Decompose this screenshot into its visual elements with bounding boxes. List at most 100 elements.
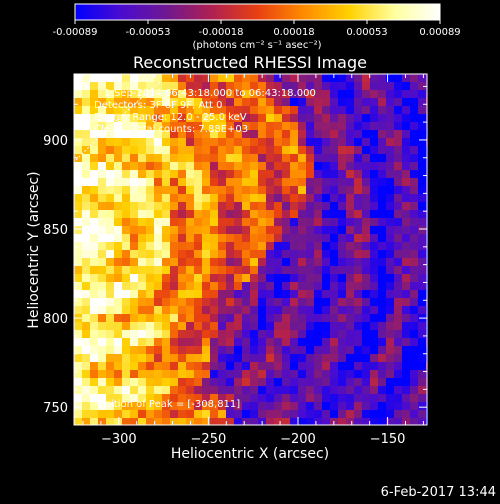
- heatmap-cell: [370, 90, 379, 99]
- heatmap-cell: [242, 322, 251, 331]
- heatmap-cell: [346, 82, 355, 91]
- heatmap-cell: [362, 314, 371, 323]
- heatmap-cell: [226, 370, 235, 379]
- heatmap-cell: [162, 250, 171, 259]
- heatmap-cell: [162, 162, 171, 171]
- heatmap-cell: [74, 178, 83, 187]
- heatmap-cell: [162, 226, 171, 235]
- heatmap-cell: [162, 242, 171, 251]
- heatmap-cell: [402, 274, 411, 283]
- heatmap-cell: [250, 386, 259, 395]
- heatmap-cell: [394, 314, 403, 323]
- heatmap-cell: [234, 330, 243, 339]
- heatmap-cell: [378, 346, 387, 355]
- heatmap-cell: [306, 338, 315, 347]
- heatmap-cell: [298, 330, 307, 339]
- heatmap-cell: [90, 210, 99, 219]
- heatmap-cell: [154, 154, 163, 163]
- heatmap-cell: [242, 394, 251, 403]
- heatmap-cell: [322, 170, 331, 179]
- heatmap-cell: [378, 370, 387, 379]
- heatmap-cell: [370, 306, 379, 315]
- heatmap-cell: [306, 410, 315, 419]
- heatmap-cell: [330, 146, 339, 155]
- heatmap-cell: [210, 362, 219, 371]
- heatmap-cell: [178, 378, 187, 387]
- heatmap-cell: [98, 298, 107, 307]
- heatmap-cell: [234, 290, 243, 299]
- heatmap-cell: [354, 330, 363, 339]
- heatmap-cell: [306, 250, 315, 259]
- heatmap-cell: [98, 378, 107, 387]
- heatmap-cell: [322, 306, 331, 315]
- heatmap-cell: [218, 218, 227, 227]
- heatmap-cell: [242, 154, 251, 163]
- heatmap-cell: [178, 322, 187, 331]
- heatmap-cell: [394, 346, 403, 355]
- heatmap-cell: [418, 226, 427, 235]
- heatmap-cell: [106, 322, 115, 331]
- heatmap-cell: [346, 122, 355, 131]
- heatmap-cell: [362, 98, 371, 107]
- heatmap-cell: [322, 202, 331, 211]
- heatmap-cell: [410, 218, 419, 227]
- heatmap-cell: [306, 330, 315, 339]
- heatmap-cell: [170, 226, 179, 235]
- heatmap-cell: [290, 282, 299, 291]
- heatmap-cell: [234, 394, 243, 403]
- heatmap-cell: [178, 250, 187, 259]
- heatmap-cell: [106, 106, 115, 115]
- heatmap-cell: [218, 338, 227, 347]
- heatmap-cell: [82, 282, 91, 291]
- heatmap-cell: [210, 226, 219, 235]
- heatmap-cell: [138, 282, 147, 291]
- heatmap-cell: [322, 74, 331, 83]
- heatmap-cell: [386, 226, 395, 235]
- colorbar-tick-label: -0.00053: [126, 27, 171, 38]
- heatmap-cell: [74, 106, 83, 115]
- heatmap-cell: [258, 210, 267, 219]
- heatmap-cell: [82, 402, 91, 411]
- heatmap-cell: [410, 258, 419, 267]
- heatmap-cell: [106, 418, 115, 425]
- heatmap-cell: [378, 394, 387, 403]
- heatmap-cell: [362, 106, 371, 115]
- colorbar-unit-label: (photons cm⁻² s⁻¹ asec⁻²): [192, 40, 321, 51]
- heatmap-cell: [106, 362, 115, 371]
- heatmap-cell: [338, 170, 347, 179]
- heatmap-cell: [146, 114, 155, 123]
- heatmap-cell: [106, 130, 115, 139]
- heatmap-cell: [362, 146, 371, 155]
- heatmap-cell: [346, 314, 355, 323]
- heatmap-cell: [162, 322, 171, 331]
- heatmap-cell: [314, 370, 323, 379]
- heatmap-cell: [146, 346, 155, 355]
- heatmap-cell: [370, 298, 379, 307]
- heatmap-cell: [410, 90, 419, 99]
- heatmap-cell: [250, 346, 259, 355]
- heatmap-cell: [330, 106, 339, 115]
- heatmap-cell: [146, 322, 155, 331]
- heatmap-cell: [418, 410, 427, 419]
- heatmap-cell: [410, 386, 419, 395]
- heatmap-cell: [130, 242, 139, 251]
- heatmap-cell: [114, 418, 123, 425]
- heatmap-cell: [362, 234, 371, 243]
- heatmap-cell: [130, 90, 139, 99]
- heatmap-cell: [250, 266, 259, 275]
- heatmap-cell: [186, 106, 195, 115]
- heatmap-cell: [314, 330, 323, 339]
- heatmap-cell: [138, 98, 147, 107]
- heatmap-cell: [194, 138, 203, 147]
- heatmap-cell: [298, 194, 307, 203]
- heatmap-cell: [362, 138, 371, 147]
- heatmap-cell: [218, 354, 227, 363]
- heatmap-cell: [162, 282, 171, 291]
- heatmap-cell: [170, 242, 179, 251]
- heatmap-cell: [322, 178, 331, 187]
- heatmap-cell: [370, 194, 379, 203]
- heatmap-cell: [146, 226, 155, 235]
- heatmap-cell: [170, 354, 179, 363]
- heatmap-cell: [258, 106, 267, 115]
- heatmap-cell: [226, 306, 235, 315]
